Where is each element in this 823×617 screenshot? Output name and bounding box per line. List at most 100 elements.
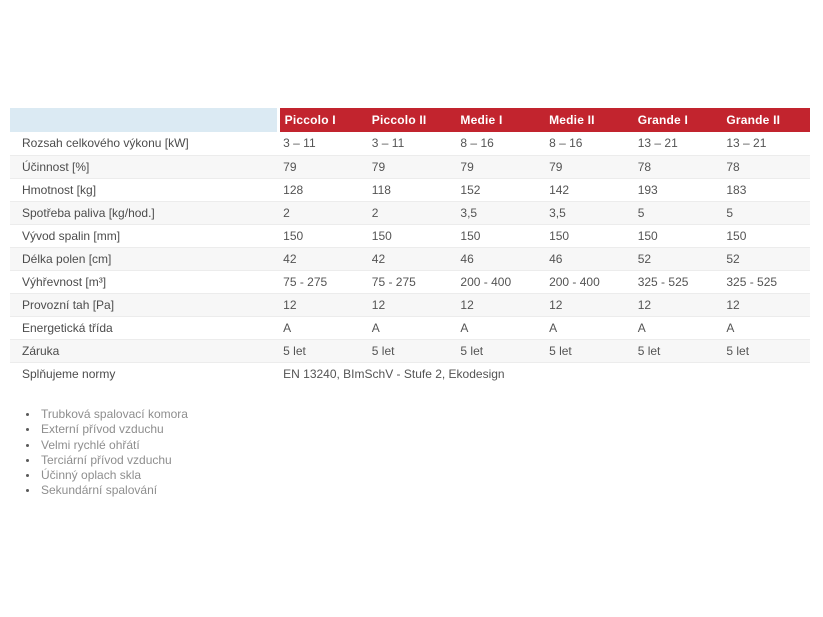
- row-value: 12: [549, 297, 563, 312]
- row-label: Účinnost [%]: [22, 159, 90, 174]
- row-value: 12: [637, 297, 652, 312]
- norms-label: Splňujeme normy: [22, 366, 116, 381]
- row-value: 3,5: [460, 205, 478, 220]
- norms-value: EN 13240, BImSchV - Stufe 2, Ekodesign: [283, 366, 505, 381]
- table-header-row: Piccolo I Piccolo II Medie I Medie II Grande…: [10, 108, 810, 132]
- table-row: Výhřevnost [m³] 75 - 275 75 - 275 200 - 400…: [10, 270, 810, 293]
- feature-item: Sekundární spalování: [39, 483, 188, 498]
- row-value: 152: [460, 182, 481, 197]
- row-value: 3 – 11: [283, 136, 316, 151]
- row-value: 12: [283, 297, 297, 312]
- row-value: 150: [549, 228, 570, 243]
- column-header-medie-i: Medie I: [455, 108, 545, 132]
- row-value: 8 – 16: [549, 136, 583, 151]
- row-value: 193: [637, 182, 658, 197]
- row-value: 5: [726, 205, 734, 220]
- row-value: 150: [637, 228, 658, 243]
- table-row: Provozní tah [Pa] 12 12 12 12 12 12: [10, 293, 810, 316]
- row-value: 200 - 400: [460, 274, 512, 289]
- row-value: 78: [637, 159, 652, 174]
- row-value: 42: [371, 251, 386, 266]
- row-value: 150: [283, 228, 304, 243]
- table-row: Záruka 5 let 5 let 5 let 5 let 5 let 5 let: [10, 339, 810, 362]
- column-header-grande-i: Grande I: [632, 108, 722, 132]
- row-value: 12: [460, 297, 474, 312]
- column-header-piccolo-ii: Piccolo II: [366, 108, 456, 132]
- row-value: 8 – 16: [460, 136, 494, 151]
- row-value: 42: [283, 251, 297, 266]
- row-value: 12: [371, 297, 386, 312]
- row-value: 118: [371, 182, 391, 197]
- row-label: Záruka: [22, 343, 60, 358]
- row-value: 3 – 11: [371, 136, 405, 151]
- feature-item: Velmi rychlé ohřátí: [39, 438, 188, 453]
- feature-item: Trubková spalovací komora: [39, 407, 188, 422]
- row-value: 150: [726, 228, 747, 243]
- row-value: 3,5: [549, 205, 566, 220]
- row-value: 2: [371, 205, 379, 220]
- row-value: 78: [726, 159, 740, 174]
- table-row: Délka polen [cm] 42 42 46 46 52 52: [10, 247, 810, 270]
- row-value: 79: [460, 159, 474, 174]
- feature-item: Účinný oplach skla: [39, 468, 188, 483]
- row-label: Hmotnost [kg]: [22, 182, 97, 197]
- row-value: 325 - 525: [637, 274, 689, 289]
- row-value: 46: [460, 251, 474, 266]
- row-value: 12: [726, 297, 740, 312]
- row-value: 52: [637, 251, 652, 266]
- row-value: 128: [283, 182, 304, 197]
- row-value: 5 let: [726, 343, 750, 358]
- row-value: 5 let: [549, 343, 572, 358]
- row-value: 79: [283, 159, 297, 174]
- row-value: 52: [726, 251, 740, 266]
- row-label: Rozsah celkového výkonu [kW]: [22, 136, 189, 151]
- row-value: A: [283, 320, 292, 335]
- spec-table-wrap: Piccolo I Piccolo II Medie I Medie II Grande…: [10, 108, 810, 385]
- feature-item: Terciární přívod vzduchu: [39, 453, 188, 468]
- table-row: Rozsah celkového výkonu [kW] 3 – 11 3 – 11…: [10, 132, 810, 155]
- feature-item: Externí přívod vzduchu: [39, 422, 188, 437]
- row-value: A: [371, 320, 380, 335]
- row-value: 13 – 21: [726, 136, 767, 151]
- row-label: Provozní tah [Pa]: [22, 297, 115, 312]
- row-value: 75 - 275: [371, 274, 416, 289]
- row-value: 5 let: [283, 343, 306, 358]
- row-value: 150: [371, 228, 392, 243]
- row-value: 142: [549, 182, 570, 197]
- row-value: 183: [726, 182, 747, 197]
- row-value: A: [726, 320, 735, 335]
- row-value: 2: [283, 205, 290, 220]
- table-row: Spotřeba paliva [kg/hod.] 2 2 3,5 3,5 5 5: [10, 201, 810, 224]
- table-row: Hmotnost [kg] 128 118 152 142 193 183: [10, 178, 810, 201]
- row-value: A: [460, 320, 469, 335]
- row-label: Výhřevnost [m³]: [22, 274, 107, 289]
- row-value: 13 – 21: [637, 136, 678, 151]
- row-value: 200 - 400: [549, 274, 600, 289]
- row-value: 79: [371, 159, 386, 174]
- product-comparison-table: Piccolo I Piccolo II Medie I Medie II Grande…: [10, 108, 810, 385]
- row-label: Délka polen [cm]: [22, 251, 112, 266]
- table-row: Účinnost [%] 79 79 79 79 78 78: [10, 155, 810, 178]
- row-value: 5: [637, 205, 645, 220]
- norms-row: Splňujeme normy EN 13240, BImSchV - Stufe…: [10, 362, 810, 385]
- row-label: Energetická třída: [22, 320, 113, 335]
- column-header-piccolo-i: Piccolo I: [276, 108, 367, 132]
- row-label: Vývod spalin [mm]: [22, 228, 121, 243]
- header-label-cell: [10, 108, 279, 132]
- table-row: Vývod spalin [mm] 150 150 150 150 150 150: [10, 224, 810, 247]
- row-value: 325 - 525: [726, 274, 778, 289]
- row-value: 79: [549, 159, 563, 174]
- row-value: 150: [460, 228, 481, 243]
- row-value: 5 let: [371, 343, 395, 358]
- row-value: 46: [549, 251, 563, 266]
- row-value: 5 let: [637, 343, 661, 358]
- table-row: Energetická třída A A A A A A: [10, 316, 810, 339]
- row-value: 5 let: [460, 343, 484, 358]
- table-body: Rozsah celkového výkonu [kW] 3 – 11 3 – 11…: [10, 132, 810, 385]
- column-header-grande-ii: Grande II: [721, 108, 810, 132]
- row-value: A: [549, 320, 558, 335]
- row-label: Spotřeba paliva [kg/hod.]: [22, 205, 155, 220]
- column-header-medie-ii: Medie II: [544, 108, 633, 132]
- row-value: A: [637, 320, 646, 335]
